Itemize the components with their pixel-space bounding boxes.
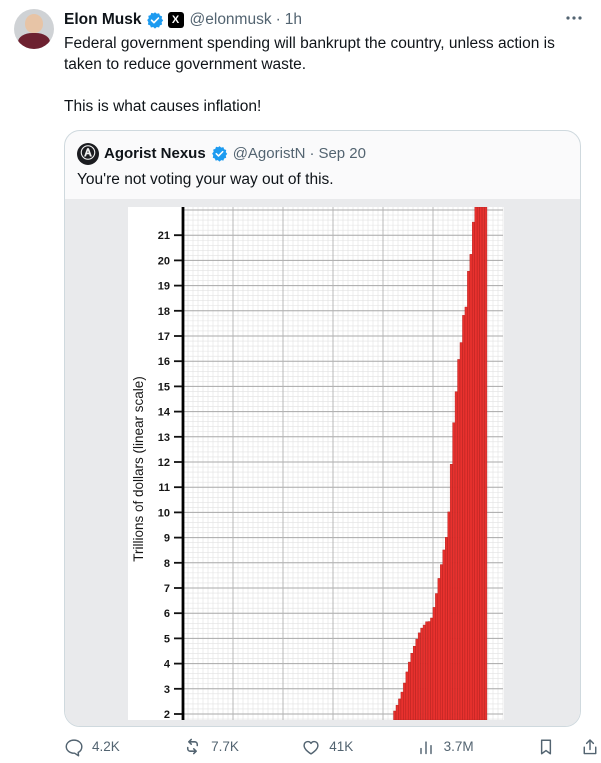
debt-chart-image[interactable]: 2 3 4 5 6 7 8 9 10 11 12 13 14 15 16 17 18 19 20 21 Trillion… bbox=[128, 207, 504, 720]
verified-badge-icon bbox=[146, 12, 163, 29]
author-meta[interactable]: @elonmusk · 1h bbox=[190, 10, 303, 30]
quoted-verified-badge-icon bbox=[211, 146, 227, 162]
avatar-torso bbox=[18, 33, 50, 49]
tweet-text: Federal government spending will bankrup… bbox=[64, 35, 555, 115]
ellipsis-icon bbox=[566, 16, 582, 20]
svg-text:17: 17 bbox=[158, 331, 170, 343]
quoted-separator: · bbox=[309, 145, 315, 162]
quoted-tweet-card[interactable]: Ⓐ Agorist Nexus @AgoristN · Sep 20 You'r… bbox=[64, 130, 581, 727]
svg-text:18: 18 bbox=[158, 306, 170, 318]
svg-text:6: 6 bbox=[164, 608, 170, 620]
quoted-header: Ⓐ Agorist Nexus @AgoristN · Sep 20 bbox=[65, 131, 580, 165]
quoted-avatar[interactable]: Ⓐ bbox=[77, 142, 99, 165]
tweet-content: Elon Musk X @elonmusk · 1h Federal go bbox=[64, 9, 585, 727]
svg-text:11: 11 bbox=[158, 482, 170, 494]
tweet-header: Elon Musk X @elonmusk · 1h Federal go bbox=[14, 9, 585, 727]
svg-text:15: 15 bbox=[158, 381, 170, 393]
meta-separator: · bbox=[275, 11, 281, 28]
author-avatar[interactable] bbox=[14, 9, 54, 49]
tweet-action-bar: 4.2K 7.7K 41K 3.7M bbox=[64, 736, 600, 757]
like-button[interactable]: 41K bbox=[301, 737, 353, 757]
author-row: Elon Musk X @elonmusk · 1h bbox=[64, 9, 585, 31]
repost-icon bbox=[187, 738, 199, 755]
svg-text:20: 20 bbox=[158, 255, 170, 267]
more-options-button[interactable] bbox=[563, 9, 585, 33]
quoted-handle: @AgoristN bbox=[232, 145, 306, 162]
svg-text:7: 7 bbox=[164, 583, 170, 595]
bookmark-button[interactable] bbox=[536, 737, 556, 757]
svg-text:16: 16 bbox=[158, 356, 170, 368]
svg-text:9: 9 bbox=[164, 533, 170, 545]
bookmark-icon bbox=[540, 739, 552, 754]
tweet-timestamp[interactable]: 1h bbox=[284, 11, 303, 28]
svg-text:13: 13 bbox=[158, 432, 170, 444]
x-affiliate-badge: X bbox=[167, 12, 184, 28]
author-name[interactable]: Elon Musk bbox=[64, 11, 142, 28]
svg-text:21: 21 bbox=[158, 230, 170, 242]
heart-icon bbox=[303, 740, 319, 755]
action-right-cluster bbox=[536, 737, 600, 757]
avatar-face bbox=[25, 14, 43, 33]
repost-count: 7.7K bbox=[211, 739, 239, 754]
svg-text:Trillions of dollars (linear s: Trillions of dollars (linear scale) bbox=[131, 376, 146, 562]
share-icon bbox=[583, 738, 597, 754]
share-button[interactable] bbox=[580, 737, 600, 757]
svg-text:8: 8 bbox=[164, 558, 170, 570]
svg-text:19: 19 bbox=[158, 281, 170, 293]
repost-button[interactable]: 7.7K bbox=[182, 736, 239, 757]
reply-icon bbox=[65, 738, 83, 756]
svg-text:14: 14 bbox=[158, 407, 171, 419]
quoted-author-name[interactable]: Agorist Nexus bbox=[104, 145, 206, 162]
reply-count: 4.2K bbox=[92, 739, 120, 754]
like-count: 41K bbox=[329, 739, 354, 754]
reply-button[interactable]: 4.2K bbox=[64, 737, 120, 757]
quoted-date: Sep 20 bbox=[318, 145, 366, 162]
quoted-meta: @AgoristN · Sep 20 bbox=[233, 145, 366, 162]
author-handle[interactable]: @elonmusk bbox=[189, 11, 272, 28]
quoted-text: You're not voting your way out of this. bbox=[77, 171, 334, 188]
svg-text:10: 10 bbox=[158, 507, 170, 519]
quoted-image-area[interactable]: 2 3 4 5 6 7 8 9 10 11 12 13 14 15 16 17 18 19 20 21 Trillion… bbox=[65, 199, 580, 726]
view-count: 3.7M bbox=[443, 739, 474, 754]
svg-text:12: 12 bbox=[158, 457, 170, 469]
svg-text:3: 3 bbox=[164, 684, 170, 696]
debt-chart-svg: 2 3 4 5 6 7 8 9 10 11 12 13 14 15 16 17 18 19 20 21 Trillion… bbox=[131, 207, 504, 720]
analytics-icon bbox=[419, 740, 432, 754]
views-button[interactable]: 3.7M bbox=[416, 737, 474, 757]
svg-text:5: 5 bbox=[164, 633, 170, 645]
svg-text:2: 2 bbox=[164, 709, 170, 720]
svg-text:4: 4 bbox=[164, 659, 171, 671]
